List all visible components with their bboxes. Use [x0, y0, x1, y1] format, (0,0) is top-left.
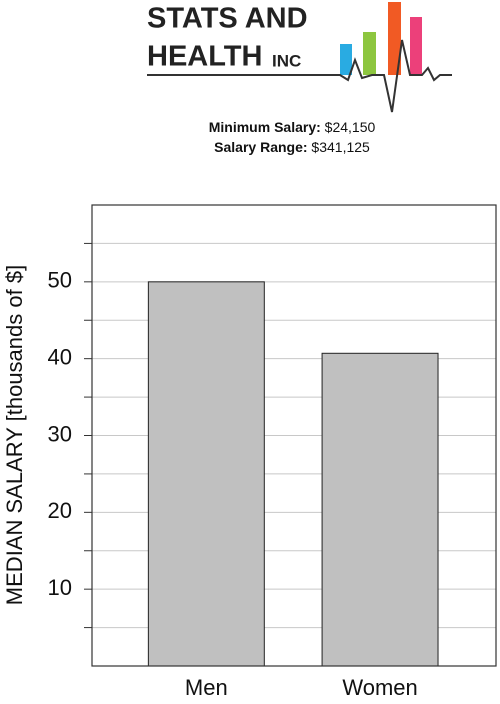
logo: STATS AND HEALTH INC: [147, 2, 452, 113]
logo-text: HEALTH: [147, 41, 262, 73]
y-tick-label: 40: [48, 344, 72, 369]
logo-bar: [340, 44, 352, 75]
x-tick-label: Men: [185, 675, 228, 699]
info-label: Salary Range:: [214, 139, 307, 155]
info-label: Minimum Salary:: [209, 119, 321, 135]
y-axis-label: MEDIAN SALARY [thousands of $]: [2, 265, 27, 605]
logo-text: STATS AND: [147, 3, 308, 35]
x-tick-label: Women: [342, 675, 417, 699]
plot-frame: [91, 204, 497, 667]
logo-bar: [363, 32, 376, 75]
y-tick-label: 50: [48, 268, 72, 293]
logo-bar: [388, 2, 401, 75]
info-line: Salary Range: $341,125: [214, 139, 370, 155]
info-value: $24,150: [325, 119, 376, 135]
y-tick-label: 30: [48, 421, 72, 446]
y-tick-label: 20: [48, 498, 72, 523]
y-tick-label: 10: [48, 575, 72, 600]
info-line: Minimum Salary: $24,150: [209, 119, 376, 135]
bar: [147, 281, 265, 667]
bar: [321, 352, 439, 667]
logo-bar: [410, 17, 422, 75]
info-value: $341,125: [311, 139, 370, 155]
logo-text: INC: [272, 51, 301, 70]
heartbeat-line: [147, 39, 452, 113]
